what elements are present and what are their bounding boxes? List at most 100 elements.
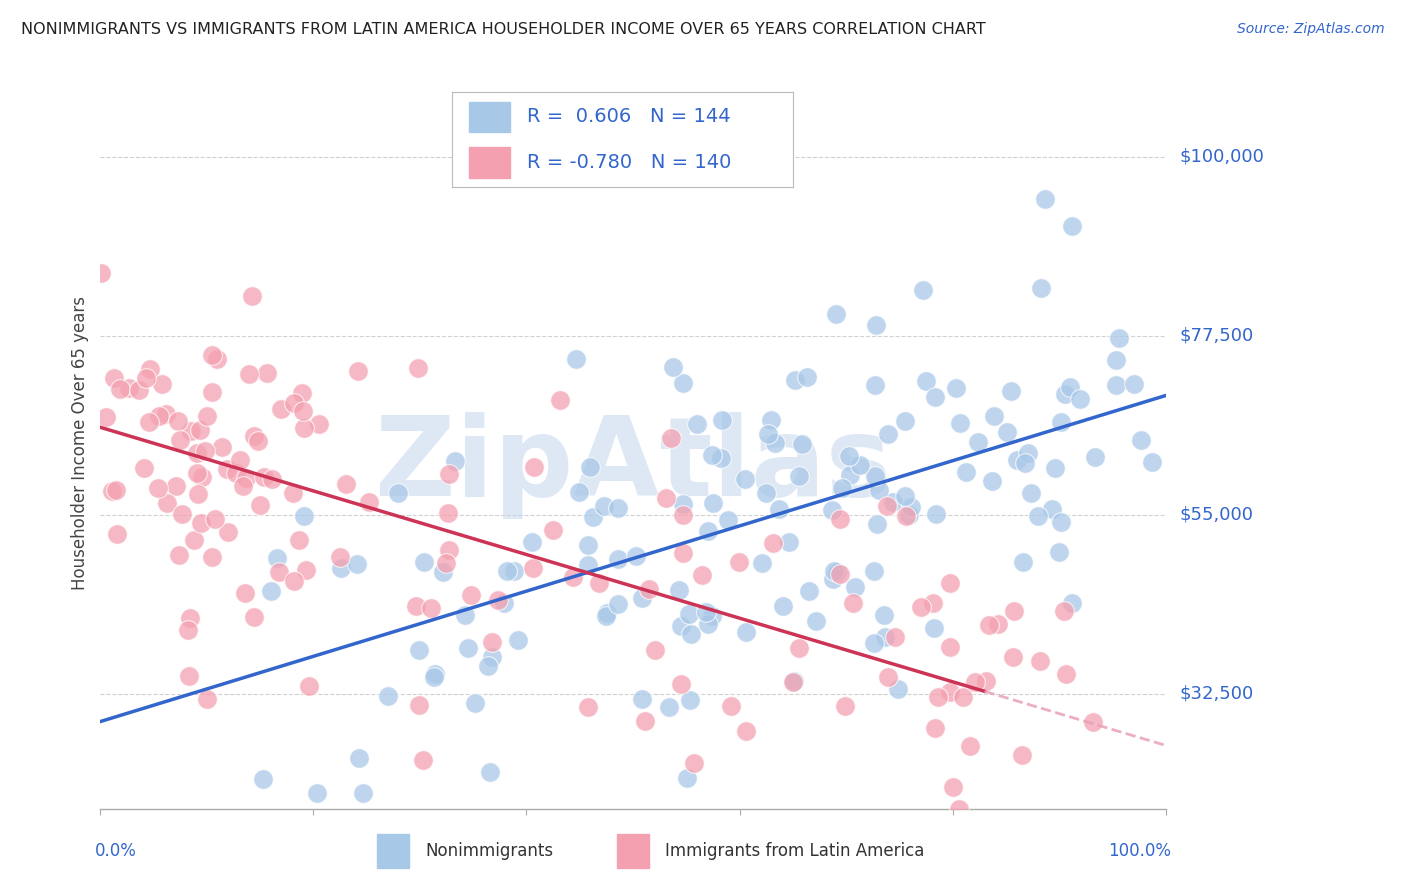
Point — [195, 692, 218, 706]
Point — [734, 624, 756, 639]
Point — [983, 409, 1005, 423]
Point — [464, 696, 486, 710]
Point — [543, 524, 565, 538]
Point — [669, 619, 692, 633]
Point — [568, 484, 591, 499]
Point — [606, 597, 628, 611]
Point — [252, 772, 274, 786]
Point — [700, 448, 723, 462]
Point — [444, 454, 467, 468]
Point — [195, 409, 218, 424]
Point — [974, 673, 997, 688]
Point — [679, 627, 702, 641]
Point — [671, 677, 693, 691]
Point — [460, 588, 482, 602]
Point — [565, 352, 588, 367]
Text: $100,000: $100,000 — [1180, 148, 1264, 166]
Point — [412, 555, 434, 569]
Text: 100.0%: 100.0% — [1108, 842, 1171, 860]
Point — [911, 283, 934, 297]
Point — [863, 378, 886, 392]
Point — [873, 630, 896, 644]
Point — [377, 689, 399, 703]
Point — [672, 508, 695, 522]
Point — [672, 497, 695, 511]
Point — [329, 549, 352, 564]
Text: ZipAtlas: ZipAtlas — [374, 412, 891, 518]
Point — [844, 580, 866, 594]
Point — [700, 609, 723, 624]
Point — [205, 351, 228, 366]
Point — [787, 640, 810, 655]
Point — [437, 467, 460, 481]
Point — [690, 567, 713, 582]
Point — [868, 483, 890, 497]
Point — [177, 623, 200, 637]
Point — [434, 556, 457, 570]
Point — [655, 491, 678, 505]
Point — [676, 771, 699, 785]
Point — [305, 786, 328, 800]
Point — [103, 370, 125, 384]
Point — [866, 516, 889, 531]
Point — [335, 477, 357, 491]
Point — [1084, 450, 1107, 465]
Point — [579, 460, 602, 475]
Point — [1062, 596, 1084, 610]
Point — [865, 318, 887, 332]
Point — [187, 486, 209, 500]
Point — [238, 367, 260, 381]
Point — [876, 499, 898, 513]
Point — [233, 586, 256, 600]
Point — [292, 509, 315, 524]
Point — [924, 390, 946, 404]
Point — [863, 564, 886, 578]
Point — [679, 692, 702, 706]
Point — [561, 570, 583, 584]
Point — [412, 753, 434, 767]
Point — [607, 551, 630, 566]
Point — [186, 466, 208, 480]
Point — [247, 434, 270, 448]
Point — [201, 385, 224, 400]
Point — [831, 481, 853, 495]
Point — [94, 409, 117, 424]
Point — [921, 596, 943, 610]
Point — [387, 486, 409, 500]
Text: $77,500: $77,500 — [1180, 326, 1254, 345]
Point — [959, 739, 981, 753]
Point — [804, 615, 827, 629]
Point — [886, 681, 908, 696]
Point — [783, 373, 806, 387]
Point — [346, 364, 368, 378]
Point — [283, 396, 305, 410]
Point — [576, 700, 599, 714]
Point — [186, 446, 208, 460]
Point — [1035, 192, 1057, 206]
Point — [425, 667, 447, 681]
Point — [756, 427, 779, 442]
Point — [194, 444, 217, 458]
Point — [1019, 486, 1042, 500]
Point — [626, 549, 648, 563]
Point — [478, 765, 501, 780]
Point — [759, 413, 782, 427]
Point — [283, 574, 305, 588]
Point — [179, 611, 201, 625]
Point — [225, 466, 247, 480]
Point — [644, 643, 666, 657]
Point — [188, 423, 211, 437]
Point — [841, 596, 863, 610]
Point — [945, 381, 967, 395]
Point — [229, 453, 252, 467]
Point — [1049, 515, 1071, 529]
Point — [849, 458, 872, 473]
Point — [948, 416, 970, 430]
Point — [638, 582, 661, 596]
Point — [894, 414, 917, 428]
Point — [1014, 457, 1036, 471]
Point — [967, 435, 990, 450]
Point — [170, 507, 193, 521]
Point — [596, 606, 619, 620]
Point — [734, 471, 756, 485]
